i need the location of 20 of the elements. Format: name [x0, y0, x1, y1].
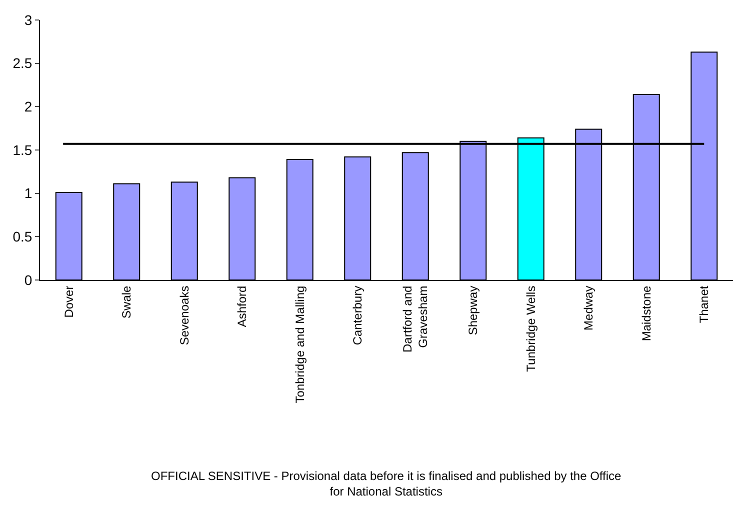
x-tick-label: Tonbridge and Malling [292, 286, 307, 404]
x-tick-label: Canterbury [350, 286, 365, 346]
y-tick-label: 1.5 [12, 142, 32, 158]
text: OFFICIAL SENSITIVE - Provisional data before it is finalised and published by the Office for National Statistics [151, 469, 622, 499]
y-tick-label: 2 [24, 98, 32, 115]
x-tick-label: Swale [120, 285, 134, 318]
x-tick-label: Ashford [235, 286, 250, 328]
x-tick-label: Thanet [697, 285, 712, 324]
y-tick-label: 0.5 [12, 228, 32, 245]
y-tick-label: 0 [24, 272, 32, 288]
x-tick-label: Dartford and Gravesham [400, 286, 430, 353]
y-tick-label: 3 [24, 12, 32, 28]
y-tick-label: 2.5 [12, 55, 32, 72]
x-tick-label: Shepway [466, 286, 480, 336]
x-tick-label: Tunbridge Wells [524, 286, 538, 372]
x-tick-label: Sevenoaks [177, 286, 192, 346]
x-tick-label: Maidstone [639, 285, 654, 342]
x-tick-label: Dover [62, 286, 76, 318]
x-tick-label: Medway [582, 286, 596, 330]
y-tick-label: 1 [24, 185, 32, 202]
